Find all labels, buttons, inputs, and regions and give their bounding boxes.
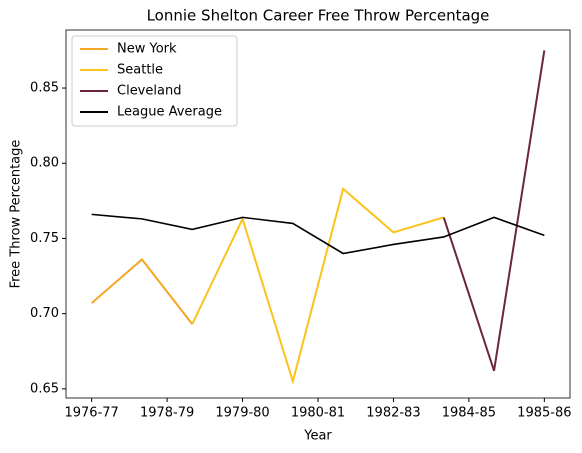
x-tick-label: 1984-85 [442, 406, 496, 421]
legend-label: New York [117, 42, 177, 57]
line [442, 50, 546, 372]
x-tick-label: 1979-80 [215, 406, 269, 421]
line [90, 258, 194, 325]
axes-frame [65, 29, 571, 399]
chart-title: Lonnie Shelton Career Free Throw Percent… [147, 7, 490, 25]
x-tick-label: 1978-79 [140, 406, 194, 421]
y-tick-label: 0.85 [30, 81, 59, 96]
y-tick-label: 0.75 [30, 231, 59, 246]
y-tick-label: 0.70 [30, 306, 59, 321]
x-tick-label: 1976-77 [64, 406, 118, 421]
legend-box [71, 35, 238, 127]
y-tick-label: 0.80 [30, 156, 59, 171]
x-tick-label: 1985-86 [517, 406, 571, 421]
legend-label: Seattle [117, 63, 163, 78]
x-tick-label: 1982-83 [366, 406, 420, 421]
line [191, 187, 445, 385]
legend-label: Cleveland [117, 84, 181, 99]
line [91, 213, 545, 255]
x-tick-label: 1980-81 [291, 406, 345, 421]
legend-label: League Average [117, 105, 222, 120]
x-axis-label: Year [303, 429, 332, 444]
y-axis-label: Free Throw Percentage [9, 140, 24, 289]
y-tick-label: 0.65 [30, 381, 59, 396]
